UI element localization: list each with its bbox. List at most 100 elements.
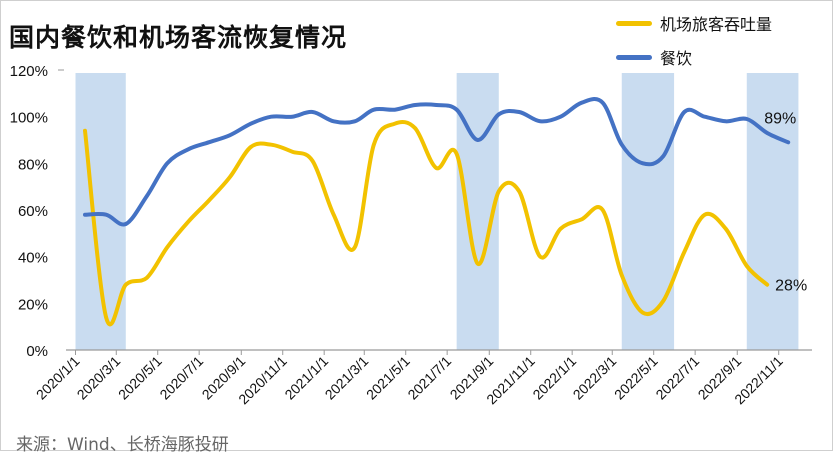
- data-point-dining: [83, 213, 87, 217]
- data-point-airport: [455, 152, 459, 156]
- data-point-dining: [290, 115, 294, 119]
- data-point-airport: [620, 273, 624, 277]
- source-note: 来源：Wind、长桥海豚投研: [16, 435, 229, 455]
- data-point-airport: [724, 227, 728, 231]
- data-point-dining: [353, 119, 357, 123]
- data-point-dining: [620, 143, 624, 147]
- x-tick-label: 2022/7/1: [652, 353, 702, 403]
- x-tick-label: 2021/7/1: [404, 353, 454, 403]
- data-point-dining: [538, 119, 542, 123]
- data-point-airport: [538, 255, 542, 259]
- data-point-airport: [476, 262, 480, 266]
- data-point-dining: [228, 133, 232, 137]
- data-point-airport: [765, 283, 769, 287]
- data-point-airport: [207, 199, 211, 203]
- data-point-dining: [269, 115, 273, 119]
- data-point-dining: [455, 108, 459, 112]
- shaded-period-3: [621, 73, 675, 350]
- y-tick-label: 20%: [18, 296, 48, 313]
- data-point-dining: [497, 112, 501, 116]
- x-tick-label: 2021/1/1: [281, 353, 331, 403]
- data-point-airport: [186, 220, 190, 224]
- data-point-airport: [559, 227, 563, 231]
- x-tick-label: 2021/5/1: [363, 353, 413, 403]
- data-point-airport: [641, 311, 645, 315]
- end-label-airport: 28%: [775, 278, 807, 295]
- data-point-airport: [661, 299, 665, 303]
- data-point-airport: [145, 276, 149, 280]
- data-point-airport: [228, 175, 232, 179]
- data-point-dining: [765, 131, 769, 135]
- data-point-dining: [332, 119, 336, 123]
- data-point-dining: [165, 161, 169, 165]
- data-point-dining: [124, 222, 128, 226]
- data-point-airport: [580, 217, 584, 221]
- data-point-airport: [249, 145, 253, 149]
- data-point-dining: [249, 122, 253, 126]
- data-point-airport: [332, 213, 336, 217]
- y-tick-label: 40%: [18, 250, 48, 267]
- data-point-airport: [745, 264, 749, 268]
- chart-title: 国内餐饮和机场客流恢复情况: [9, 23, 348, 52]
- end-label-dining: 89%: [764, 110, 796, 127]
- data-point-airport: [353, 245, 357, 249]
- data-point-airport: [517, 189, 521, 193]
- legend-item-dining: 餐饮: [616, 45, 692, 69]
- data-point-airport: [434, 166, 438, 170]
- y-tick-label: 100%: [10, 110, 48, 127]
- data-point-airport: [372, 143, 376, 147]
- legend-label-airport: 机场旅客吞吐量: [660, 15, 773, 34]
- data-point-dining: [372, 108, 376, 112]
- x-tick-label: 2020/5/1: [115, 353, 165, 403]
- data-point-dining: [559, 115, 563, 119]
- x-tick-label: 2022/3/1: [570, 353, 620, 403]
- data-point-airport: [290, 150, 294, 154]
- data-point-airport: [165, 245, 169, 249]
- data-point-airport: [311, 159, 315, 163]
- data-point-airport: [413, 126, 417, 130]
- data-point-dining: [517, 110, 521, 114]
- data-point-dining: [207, 140, 211, 144]
- y-tick-label: 120%: [10, 63, 48, 80]
- data-point-dining: [682, 110, 686, 114]
- data-point-dining: [786, 140, 790, 144]
- data-point-dining: [476, 138, 480, 142]
- data-point-dining: [745, 117, 749, 121]
- data-point-dining: [104, 213, 108, 217]
- data-point-dining: [703, 115, 707, 119]
- data-point-dining: [661, 154, 665, 158]
- data-point-airport: [497, 189, 501, 193]
- x-tick-label: 2020/7/1: [156, 353, 206, 403]
- y-tick-label: 0%: [26, 343, 48, 360]
- data-point-airport: [601, 208, 605, 212]
- data-point-airport: [703, 213, 707, 217]
- shaded-period-4: [746, 73, 799, 350]
- data-point-dining: [186, 147, 190, 151]
- series-line-airport: [83, 119, 770, 327]
- x-tick-label: 2020/1/1: [33, 353, 83, 403]
- data-point-airport: [104, 315, 108, 319]
- y-tick-label: 60%: [18, 203, 48, 220]
- data-point-airport: [83, 129, 87, 133]
- data-point-dining: [641, 161, 645, 165]
- data-point-airport: [682, 250, 686, 254]
- data-point-dining: [724, 119, 728, 123]
- data-point-dining: [434, 103, 438, 107]
- legend-label-dining: 餐饮: [660, 49, 693, 68]
- data-point-dining: [601, 101, 605, 105]
- y-tick-label: 80%: [18, 156, 48, 173]
- data-point-dining: [413, 103, 417, 107]
- data-point-airport: [124, 283, 128, 287]
- series-line-dining: [83, 96, 791, 227]
- legend-item-airport: 机场旅客吞吐量: [616, 11, 772, 35]
- legend-swatch-airport: [616, 20, 652, 26]
- data-point-dining: [311, 110, 315, 114]
- data-point-airport: [393, 122, 397, 126]
- data-point-dining: [145, 194, 149, 198]
- data-point-dining: [580, 101, 584, 105]
- legend-swatch-dining: [616, 54, 652, 60]
- data-point-airport: [269, 143, 273, 147]
- x-tick-label: 2021/3/1: [322, 353, 372, 403]
- data-point-dining: [393, 108, 397, 112]
